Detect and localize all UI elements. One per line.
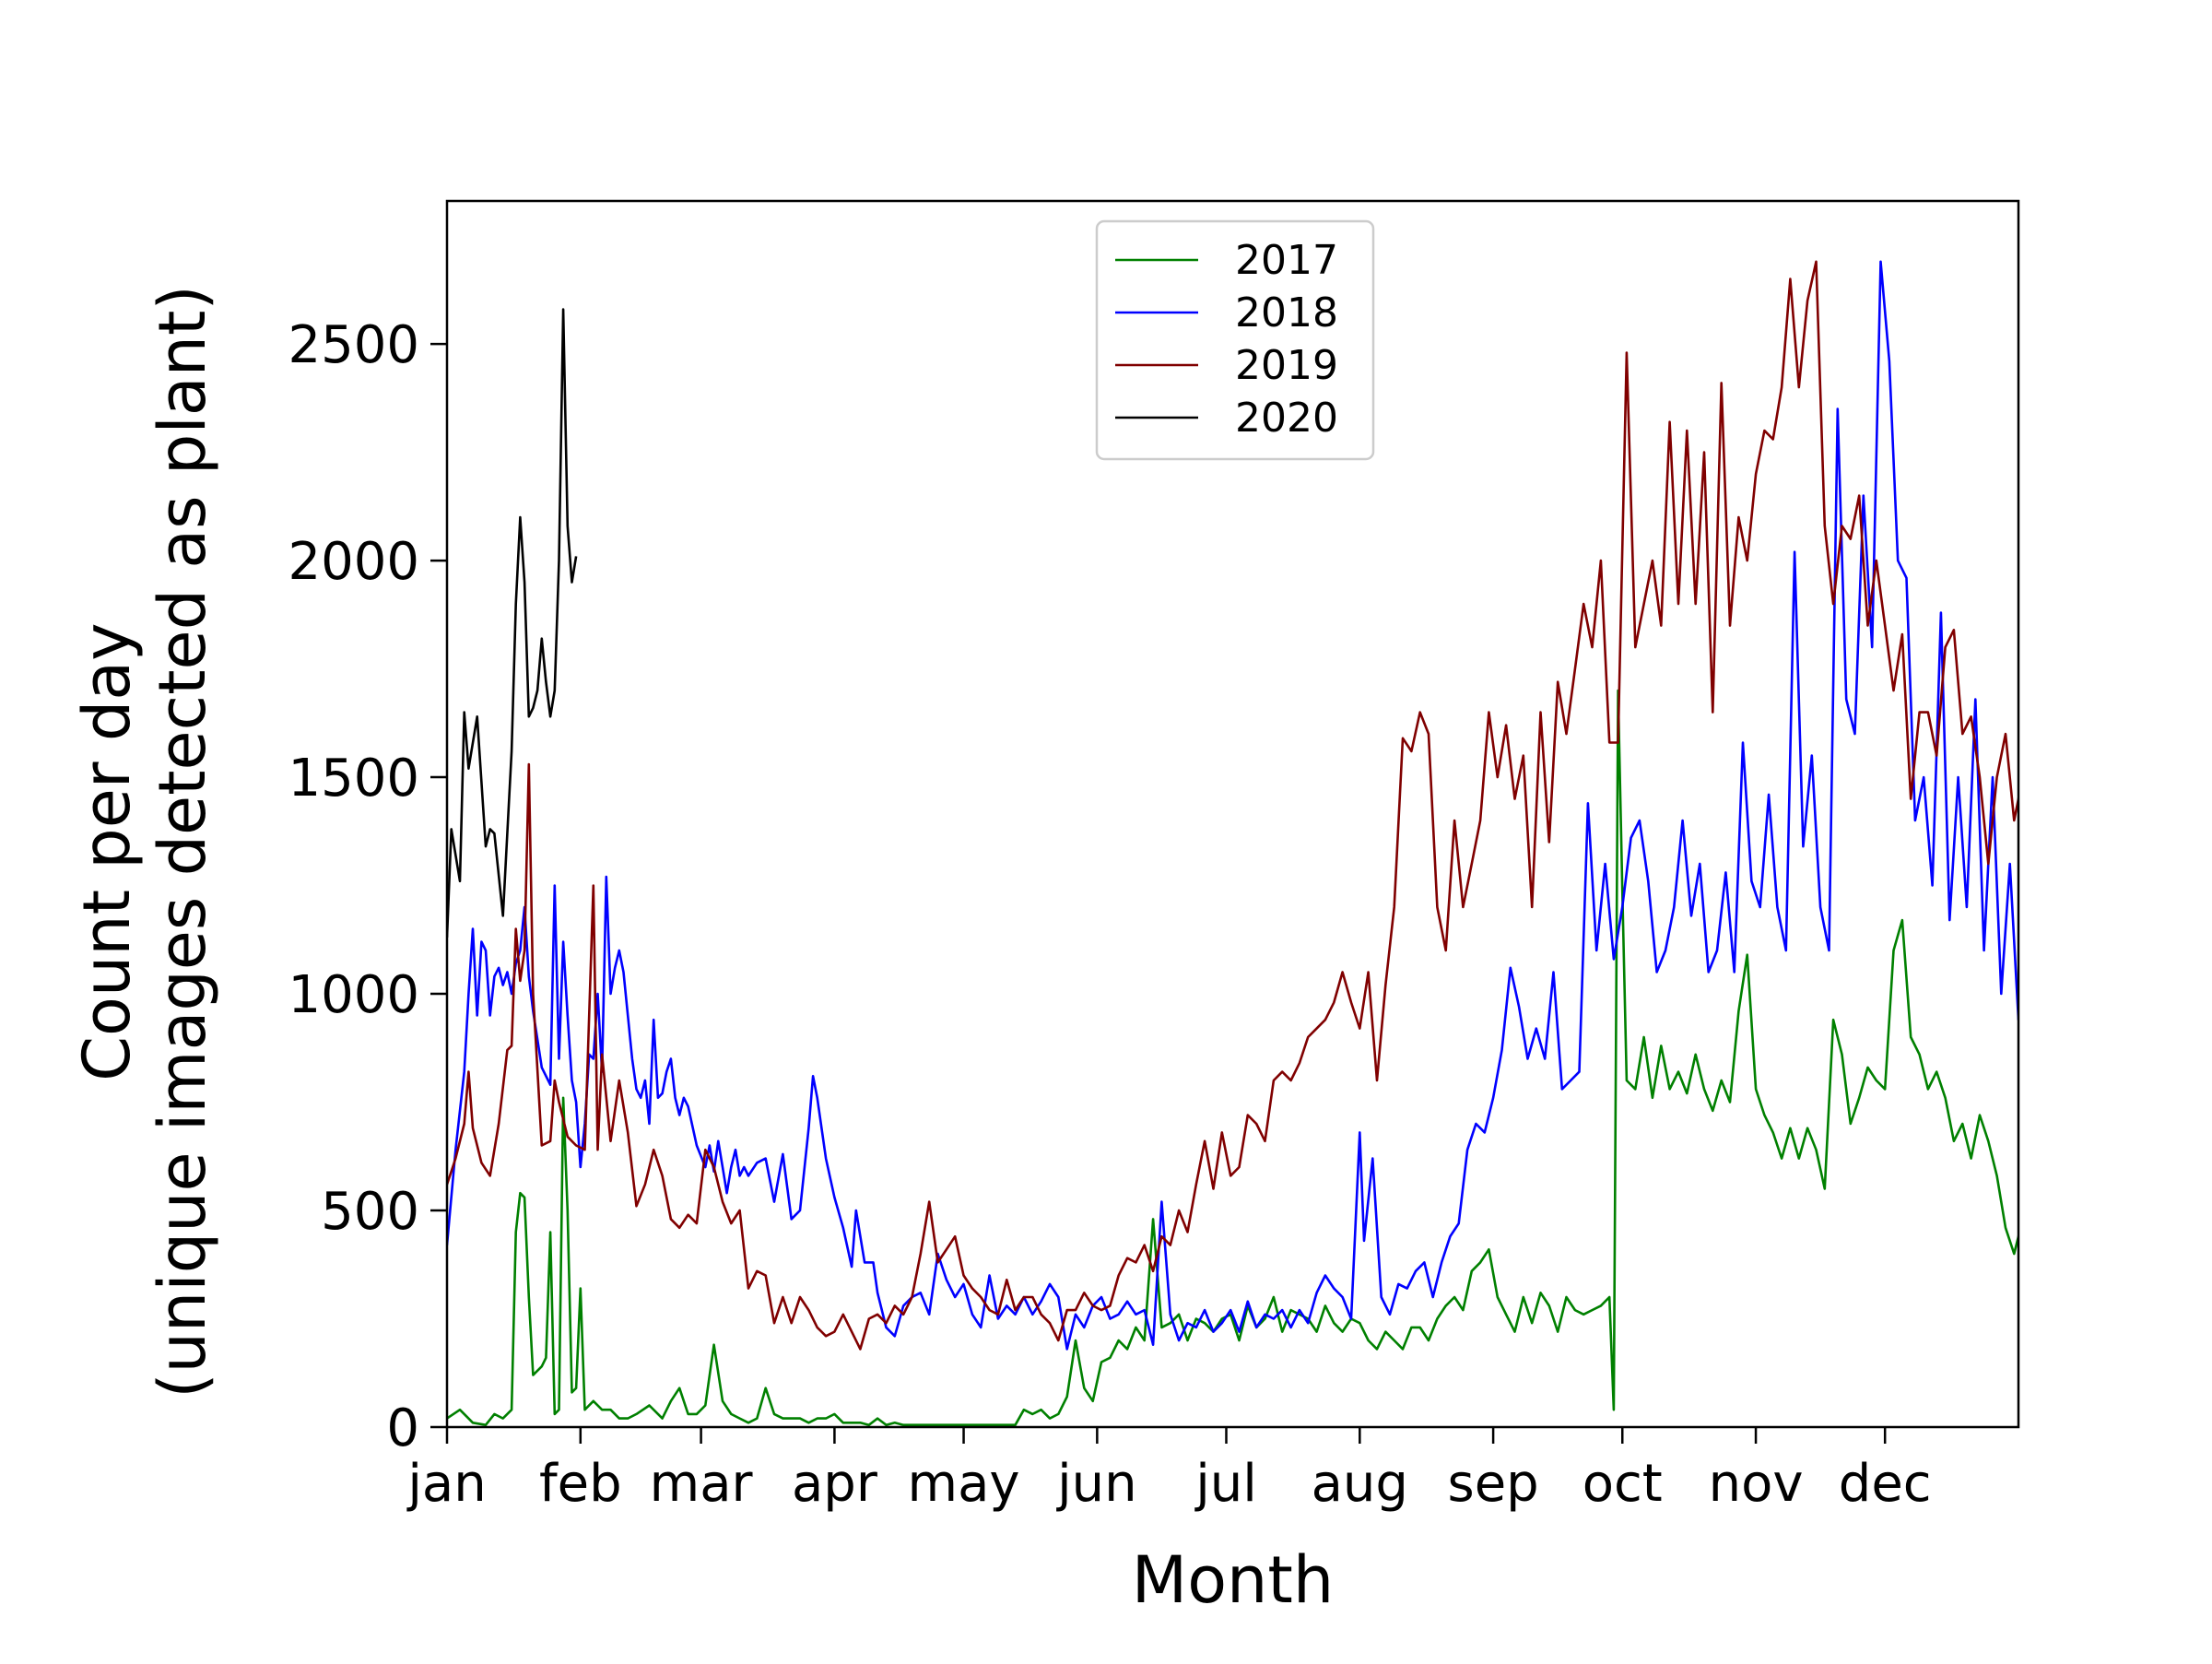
y-axis-title-line-1: Count per day <box>69 622 145 1080</box>
legend-box <box>1095 219 1375 461</box>
x-tick-label-sep: sep <box>1448 1454 1539 1514</box>
legend-label-2019: 2019 <box>1235 342 1338 389</box>
y-tick-label-2000: 2000 <box>288 532 419 592</box>
x-tick-label-jul: jul <box>1194 1454 1257 1514</box>
x-axis: jan feb mar apr may jun jul aug sep oct nov dec <box>406 1427 1932 1514</box>
x-tick-label-mar: mar <box>650 1454 754 1514</box>
series-line-2019 <box>447 260 2018 1351</box>
x-tick-label-apr: apr <box>792 1454 878 1514</box>
legend-label-2017: 2017 <box>1235 237 1338 284</box>
y-tick-label-2500: 2500 <box>288 315 419 375</box>
y-tick-label-0: 0 <box>386 1398 419 1458</box>
x-tick-label-may: may <box>908 1454 1020 1514</box>
x-axis-title: Month <box>1132 1542 1334 1618</box>
y-tick-label-1500: 1500 <box>288 749 419 808</box>
x-tick-label-nov: nov <box>1709 1454 1804 1514</box>
y-tick-label-1000: 1000 <box>288 965 419 1025</box>
y-axis-title: Count per day (unique images detected as… <box>69 285 220 1398</box>
legend: 2017 2018 2019 2020 <box>1095 219 1375 461</box>
y-axis: 0 500 1000 1500 2000 2500 <box>288 315 447 1458</box>
x-tick-label-aug: aug <box>1312 1454 1408 1514</box>
series-line-2017 <box>447 689 2018 1426</box>
y-axis-title-line-2: (unique images detected as plant) <box>145 285 220 1398</box>
series-line-2020 <box>447 308 578 938</box>
legend-label-2020: 2020 <box>1235 395 1338 442</box>
series-line-2018 <box>447 260 2018 1351</box>
y-tick-label-500: 500 <box>321 1182 419 1242</box>
x-tick-label-jan: jan <box>406 1454 486 1514</box>
x-tick-label-jun: jun <box>1055 1454 1137 1514</box>
legend-label-2018: 2018 <box>1235 289 1338 336</box>
series-layer <box>447 260 2018 1426</box>
x-tick-label-oct: oct <box>1583 1454 1663 1514</box>
x-tick-label-feb: feb <box>539 1454 622 1514</box>
plot-frame <box>445 199 2020 1429</box>
x-tick-label-dec: dec <box>1839 1454 1932 1514</box>
